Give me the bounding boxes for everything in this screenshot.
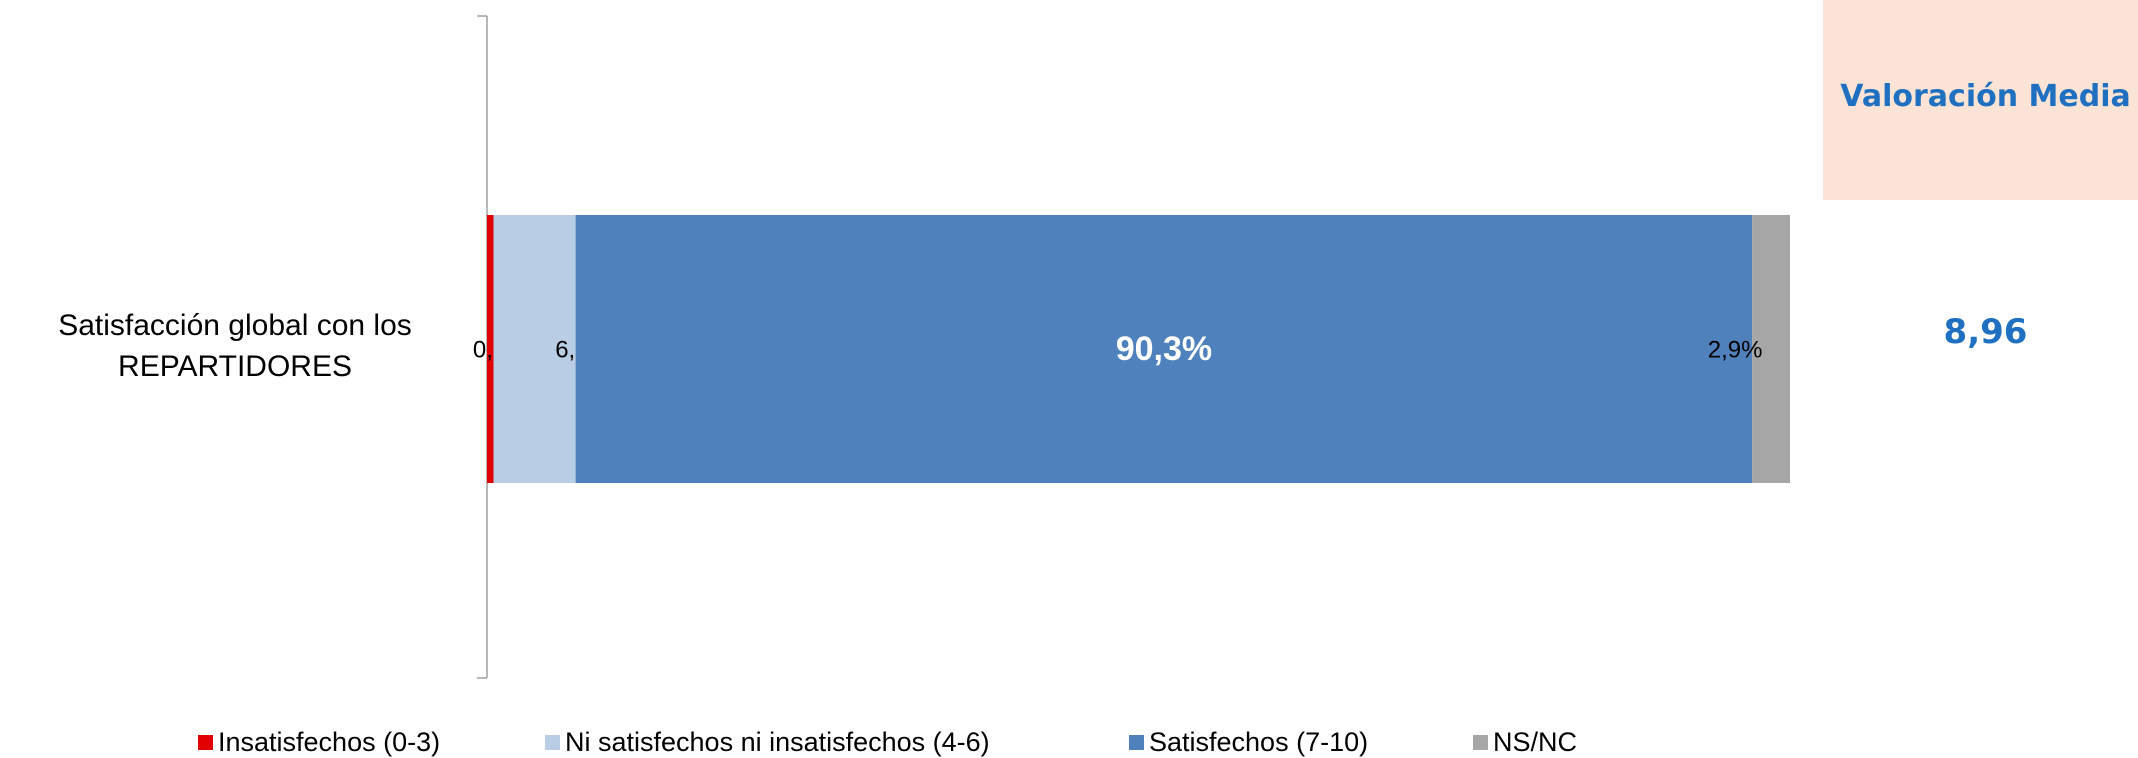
legend-label: Ni satisfechos ni insatisfechos (4-6) <box>565 727 990 757</box>
bar-segment <box>575 215 1753 483</box>
legend-swatch <box>545 735 560 750</box>
legend-label: Satisfechos (7-10) <box>1149 727 1368 757</box>
legend-swatch <box>198 735 213 750</box>
legend-swatch <box>1473 735 1488 750</box>
legend-swatch <box>1129 735 1144 750</box>
panel-value: 8,96 <box>1943 312 2028 352</box>
legend-label: NS/NC <box>1493 727 1577 757</box>
bar-segment <box>1752 215 1790 483</box>
legend-label: Insatisfechos (0-3) <box>218 727 440 757</box>
bar-segment <box>493 215 576 483</box>
data-label: 90,3% <box>1116 330 1212 368</box>
side-panel <box>1823 0 2138 200</box>
data-label: 2,9% <box>1708 336 1763 363</box>
panel-title: Valoración Media <box>1840 79 2131 114</box>
category-label: Satisfacción global con los REPARTIDORES <box>58 309 412 383</box>
bar-segment <box>487 215 494 483</box>
